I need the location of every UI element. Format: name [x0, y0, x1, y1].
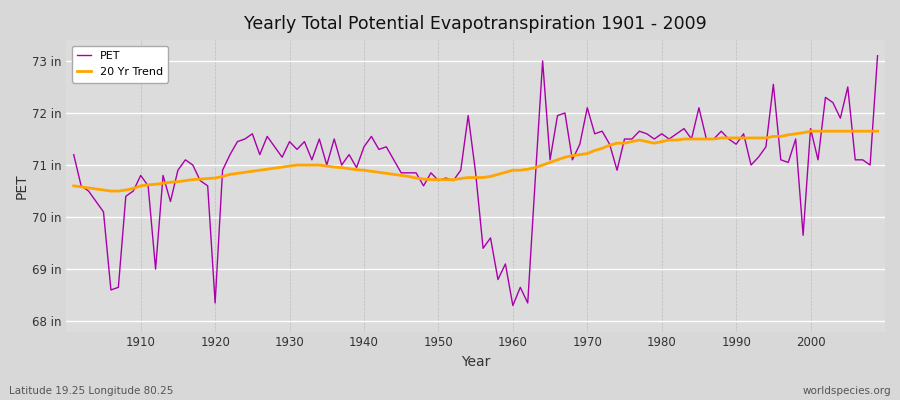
20 Yr Trend — [604, 143, 615, 148]
PET — [500, 262, 511, 266]
PET — [872, 53, 883, 58]
20 Yr Trend — [299, 163, 310, 168]
Text: worldspecies.org: worldspecies.org — [803, 386, 891, 396]
Legend: PET, 20 Yr Trend: PET, 20 Yr Trend — [72, 46, 168, 82]
20 Yr Trend — [806, 129, 816, 134]
Title: Yearly Total Potential Evapotranspiration 1901 - 2009: Yearly Total Potential Evapotranspiratio… — [244, 15, 707, 33]
PET — [604, 142, 615, 147]
Text: Latitude 19.25 Longitude 80.25: Latitude 19.25 Longitude 80.25 — [9, 386, 174, 396]
PET — [128, 189, 139, 194]
X-axis label: Year: Year — [461, 355, 491, 369]
Y-axis label: PET: PET — [15, 173, 29, 199]
20 Yr Trend — [344, 166, 355, 171]
20 Yr Trend — [508, 168, 518, 173]
20 Yr Trend — [872, 129, 883, 134]
Line: PET: PET — [74, 56, 878, 306]
Line: 20 Yr Trend: 20 Yr Trend — [74, 131, 878, 191]
PET — [515, 285, 526, 290]
20 Yr Trend — [105, 189, 116, 194]
PET — [508, 303, 518, 308]
PET — [337, 163, 347, 168]
PET — [292, 147, 302, 152]
20 Yr Trend — [135, 184, 146, 188]
20 Yr Trend — [515, 168, 526, 173]
PET — [68, 152, 79, 157]
20 Yr Trend — [68, 184, 79, 188]
